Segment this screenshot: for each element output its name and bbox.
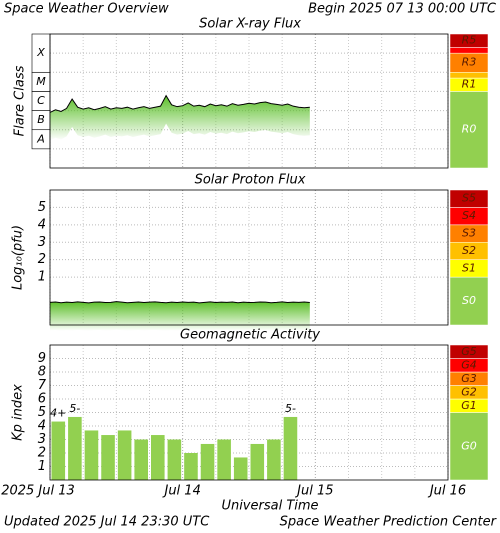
scale-box: [449, 33, 489, 48]
scale-label: S0: [462, 294, 476, 307]
kp-bar: [283, 416, 298, 480]
x-tick-label: Jul 14: [161, 484, 200, 499]
scale-box: [449, 91, 489, 169]
x-tick-label: 2025 Jul 13: [1, 484, 75, 499]
y-tick-label: 5: [38, 200, 46, 215]
begin-time: Begin 2025 07 13 00:00 UTC: [308, 2, 497, 17]
kp-bar: [250, 443, 265, 480]
y-tick-label: 9: [38, 351, 46, 366]
flux-fill: [50, 95, 310, 141]
scale-label: S4: [462, 209, 476, 222]
kp-bar: [68, 416, 82, 480]
value-label: 4+: [50, 407, 66, 420]
scale-box: [449, 412, 489, 481]
y-tick-label: 1: [38, 459, 46, 474]
x-tick-label: Jul 16: [427, 484, 466, 499]
scale-box: [449, 72, 489, 79]
kp-bar: [217, 439, 231, 480]
plot-border: [49, 189, 449, 326]
y-tick-label: 4: [38, 419, 46, 434]
scale-label: R1: [462, 78, 477, 91]
flux-line: [49, 94, 310, 113]
y-tick-label: 3: [38, 432, 46, 447]
scale-box: [449, 47, 489, 54]
x-axis-label: Universal Time: [221, 499, 318, 514]
y-tick-label: 6: [38, 392, 46, 407]
kp-bar: [117, 430, 132, 480]
kp-bar: [134, 439, 148, 480]
scale-label: G0: [461, 439, 477, 452]
kp-bar: [167, 439, 182, 480]
scale-label: G5: [461, 345, 477, 358]
scale-box: [449, 276, 489, 326]
title: Space Weather Overview: [4, 2, 169, 17]
kp-bar: [184, 453, 198, 480]
y-axis-label: Flare Class: [13, 65, 28, 136]
scale-label: S1: [462, 261, 476, 274]
flare-class-label: X: [36, 46, 45, 59]
flux-line: [49, 301, 310, 304]
y-tick-label: 3: [38, 235, 46, 250]
value-label: 5-: [69, 402, 80, 415]
updated: Updated 2025 Jul 14 23:30 UTC: [4, 515, 210, 530]
scale-label: G2: [461, 385, 477, 398]
center: Space Weather Prediction Center: [280, 515, 498, 530]
flare-class-label: A: [36, 132, 45, 145]
flare-class-label: M: [36, 75, 46, 88]
scale-label: G4: [461, 358, 477, 371]
scale-label: G3: [461, 372, 477, 385]
y-tick-label: 5: [38, 405, 46, 420]
scale-box: [449, 344, 489, 359]
panel-title: Geomagnetic Activity: [180, 328, 320, 343]
y-tick-label: 2: [38, 446, 46, 461]
kp-bar: [51, 421, 66, 480]
scale-label: S2: [462, 244, 476, 257]
scale-label: R3: [462, 56, 477, 69]
scale-label: S5: [462, 192, 476, 205]
plot-border: [49, 33, 449, 169]
y-tick-label: 7: [38, 378, 47, 393]
panel-title: Solar Proton Flux: [195, 173, 306, 188]
scale-label: S3: [462, 227, 476, 240]
kp-bar: [200, 443, 215, 480]
y-axis-label: Log₁₀(pfu): [11, 225, 26, 290]
kp-bar: [233, 457, 248, 480]
flare-class-label: B: [37, 113, 45, 126]
kp-bar: [101, 435, 115, 480]
scale-label: R5: [462, 34, 477, 47]
value-label: 5-: [285, 402, 296, 415]
scale-label: R0: [462, 123, 477, 136]
kp-bar: [84, 430, 99, 480]
scale-label: G1: [461, 399, 477, 412]
y-tick-label: 1: [38, 270, 46, 285]
y-tick-label: 8: [38, 365, 46, 380]
kp-bar: [151, 435, 165, 480]
plot-border: [49, 344, 449, 481]
flare-class-label: C: [37, 94, 45, 107]
y-tick-label: 4: [38, 217, 46, 232]
flux-fill: [50, 301, 310, 331]
x-tick-label: Jul 15: [294, 484, 333, 499]
y-axis-label: Kp index: [11, 384, 26, 441]
panel-title: Solar X-ray Flux: [199, 17, 301, 32]
kp-bar: [267, 439, 281, 480]
y-tick-label: 2: [38, 252, 46, 267]
scale-box: [449, 189, 489, 208]
